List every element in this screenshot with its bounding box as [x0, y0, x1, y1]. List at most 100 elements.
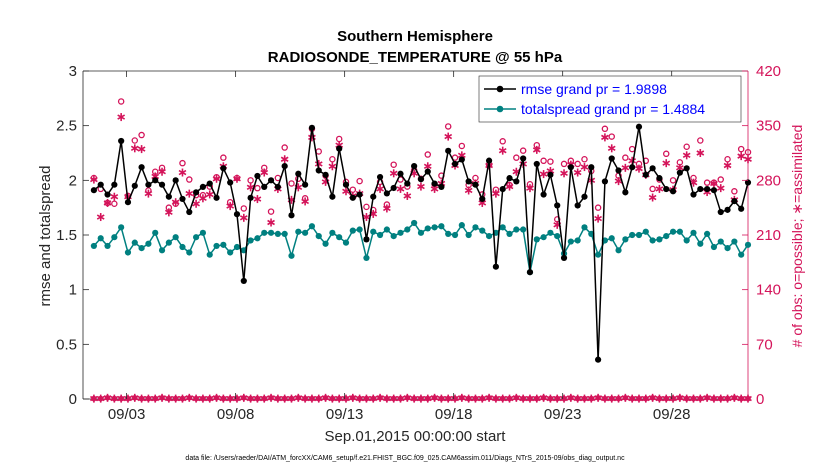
rmse-point — [220, 165, 227, 172]
rmse-point — [595, 356, 602, 363]
rmse-line-segment — [536, 163, 545, 195]
rmse-point — [574, 202, 581, 209]
obs-assimilated-zero-point — [675, 393, 684, 402]
obs-possible-point — [519, 147, 527, 154]
rmse-line-segment — [372, 176, 381, 197]
spread-point — [254, 235, 261, 242]
obs-assimilated-zero-point — [580, 394, 589, 403]
obs-assimilated-point — [117, 113, 126, 122]
rmse-point — [717, 208, 724, 216]
rmse-point — [329, 193, 336, 200]
obs-assimilated-zero-point — [519, 394, 528, 403]
rmse-line-segment — [440, 150, 449, 188]
obs-assimilated-zero-point — [635, 394, 643, 403]
rmse-line-segment — [604, 158, 613, 182]
obs-assimilated-zero-point — [396, 394, 405, 403]
y-right-tick-label: 70 — [756, 336, 773, 353]
obs-assimilated-point — [376, 184, 384, 193]
rmse-point — [90, 187, 98, 194]
rmse-point — [97, 181, 104, 188]
rmse-point — [649, 165, 656, 172]
obs-assimilated-zero-point — [355, 394, 364, 403]
rmse-point — [118, 137, 125, 145]
spread-point — [261, 229, 268, 236]
spread-point — [349, 227, 356, 234]
spread-point — [274, 230, 281, 238]
spread-point — [465, 231, 472, 239]
legend-rmse-label: rmse grand pr = 1.9898 — [521, 81, 667, 97]
rmse-line-segment — [624, 167, 633, 193]
spread-point — [431, 224, 438, 231]
obs-assimilated-zero-point — [328, 394, 337, 403]
rmse-point — [186, 208, 193, 216]
spread-point — [124, 249, 132, 256]
spread-point — [451, 231, 459, 239]
rmse-point — [431, 180, 438, 187]
rmse-line-segment — [236, 214, 245, 281]
spread-point — [152, 229, 159, 236]
obs-assimilated-zero-point — [110, 394, 119, 403]
obs-assimilated-point — [96, 213, 105, 222]
obs-assimilated-zero-point — [655, 394, 664, 403]
rmse-point — [233, 211, 241, 218]
obs-assimilated-zero-point — [158, 393, 166, 402]
spread-point — [520, 226, 527, 233]
obs-assimilated-zero-point — [532, 394, 541, 403]
spread-point — [165, 239, 172, 246]
spread-point — [213, 242, 220, 250]
rmse-line-segment — [583, 167, 593, 197]
spread-point — [281, 230, 288, 238]
spread-point — [111, 234, 118, 241]
rmse-point — [445, 147, 452, 154]
rmse-line-segment — [488, 160, 497, 267]
obs-assimilated-zero-point — [124, 394, 132, 403]
rmse-point — [438, 183, 445, 190]
spread-point — [533, 236, 540, 243]
obs-assimilated-point — [635, 164, 643, 173]
spread-point — [145, 240, 152, 247]
obs-possible-point — [649, 185, 656, 193]
y-tick-label: 0.5 — [56, 336, 77, 353]
spread-point — [288, 252, 295, 259]
rmse-point — [642, 171, 649, 178]
rmse-point — [199, 183, 207, 190]
obs-assimilated-zero-point — [716, 394, 725, 403]
spread-point — [485, 232, 493, 240]
obs-assimilated-point — [164, 208, 173, 217]
rmse-line-segment — [365, 196, 374, 240]
rmse-point — [213, 194, 220, 201]
obs-assimilated-point — [233, 174, 241, 183]
obs-assimilated-zero-point — [492, 394, 500, 403]
rmse-point — [710, 187, 718, 194]
obs-assimilated-zero-point — [219, 394, 228, 403]
obs-assimilated-zero-point — [417, 394, 425, 403]
obs-possible-point — [240, 205, 248, 212]
obs-assimilated-zero-point — [669, 394, 677, 403]
obs-assimilated-point — [539, 170, 548, 179]
obs-assimilated-zero-point — [423, 394, 432, 403]
obs-assimilated-zero-point — [553, 394, 562, 403]
rmse-line-segment — [529, 163, 538, 273]
rmse-point — [479, 195, 486, 203]
rmse-line-segment — [549, 174, 558, 206]
obs-assimilated-point — [130, 144, 139, 153]
obs-assimilated-zero-point — [301, 394, 309, 403]
rmse-point — [499, 185, 506, 193]
spread-point — [267, 229, 275, 236]
rmse-point — [383, 190, 390, 197]
obs-assimilated-point — [601, 133, 609, 142]
spread-point — [499, 224, 506, 231]
spread-point — [363, 254, 370, 262]
rmse-point — [349, 194, 356, 201]
rmse-point — [370, 193, 377, 200]
legend: rmse grand pr = 1.9898 totalspread grand… — [478, 75, 742, 123]
spread-point — [683, 237, 690, 244]
spread-point — [302, 229, 309, 236]
rmse-point — [193, 189, 200, 196]
obs-assimilated-zero-point — [130, 393, 139, 402]
spread-point — [642, 228, 649, 235]
y-axis-right-label: # of obs: o=possible; ∗=assimilated — [789, 125, 805, 348]
rmse-point — [676, 169, 683, 176]
obs-assimilated-point — [90, 175, 98, 184]
